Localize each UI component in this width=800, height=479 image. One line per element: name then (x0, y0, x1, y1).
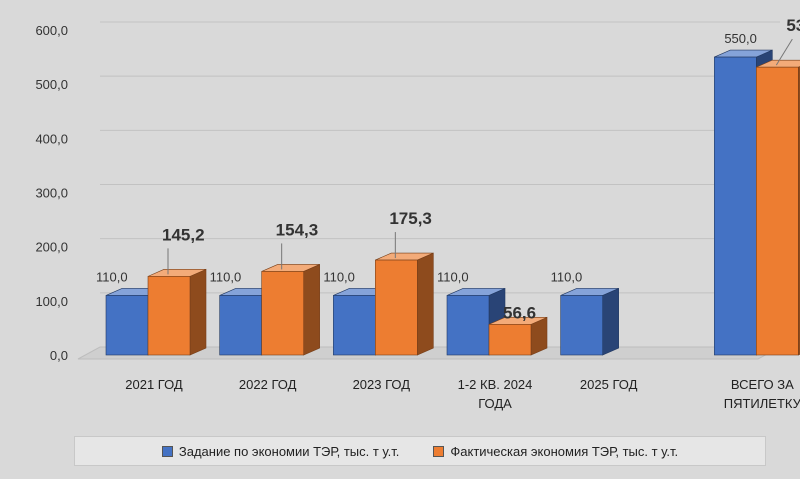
bar-actual (147, 276, 191, 356)
legend-swatch-actual (433, 445, 445, 457)
x-tick-label: 2025 ГОД (580, 377, 638, 392)
bar-actual (375, 259, 418, 356)
y-tick-label: 400,0 (35, 131, 68, 146)
data-label-actual: 145,2 (162, 225, 205, 244)
bar-plan (446, 295, 490, 356)
x-tick-label: ПЯТИЛЕТКУ (724, 396, 800, 411)
x-tick-label: ГОДА (478, 396, 512, 411)
data-label-actual: 531,4 (786, 16, 800, 35)
data-label-leader (775, 38, 793, 66)
y-tick-label: 200,0 (35, 240, 68, 255)
chart-legend: Задание по экономии ТЭР, тыс. т у.т. Фак… (74, 436, 766, 466)
legend-item-plan: Задание по экономии ТЭР, тыс. т у.т. (161, 443, 400, 459)
data-label-plan: 110,0 (210, 269, 242, 284)
bar-plan (219, 295, 262, 356)
y-tick-label: 500,0 (35, 77, 68, 92)
data-label-actual: 175,3 (389, 209, 432, 228)
x-tick-label: 2022 ГОД (239, 377, 297, 392)
bar-actual-side (303, 263, 320, 356)
bar-plan (714, 56, 757, 356)
bar-plan-side (602, 287, 619, 356)
bar-actual (488, 324, 532, 356)
legend-item-actual: Фактическая экономия ТЭР, тыс. т у.т. (433, 444, 678, 459)
bar-actual (756, 66, 799, 356)
legend-label-plan: Задание по экономии ТЭР, тыс. т у.т. (178, 443, 400, 459)
bar-plan (105, 295, 149, 356)
bar-actual (261, 271, 304, 356)
legend-swatch-plan (161, 445, 173, 457)
data-label-actual: 154,3 (276, 220, 319, 239)
data-label-plan: 550,0 (724, 31, 757, 46)
bar-chart: 0,0 100,0 200,0 300,0 400,0 500,0 600,0 110,0 14… (35, 16, 800, 411)
legend-label-actual: Фактическая экономия ТЭР, тыс. т у.т. (450, 443, 679, 459)
data-label-plan: 110,0 (551, 269, 583, 284)
bar-actual-side (189, 268, 207, 356)
y-tick-label: 100,0 (35, 294, 68, 309)
y-tick-label: 300,0 (35, 186, 68, 201)
data-label-actual: 56,6 (503, 303, 536, 322)
y-tick-label: 600,0 (35, 23, 68, 38)
x-tick-label: 1-2 КВ. 2024 (458, 377, 533, 392)
data-label-plan: 110,0 (323, 269, 355, 284)
data-label-plan: 110,0 (96, 269, 128, 284)
bar-plan (560, 295, 603, 356)
bar-plan (333, 295, 376, 356)
x-tick-label: ВСЕГО ЗА (731, 377, 794, 392)
data-label-plan: 110,0 (437, 269, 469, 284)
x-tick-label: 2023 ГОД (353, 377, 411, 392)
bar-actual-side (417, 252, 434, 356)
y-tick-label: 0,0 (50, 348, 68, 363)
x-tick-label: 2021 ГОД (125, 377, 183, 392)
